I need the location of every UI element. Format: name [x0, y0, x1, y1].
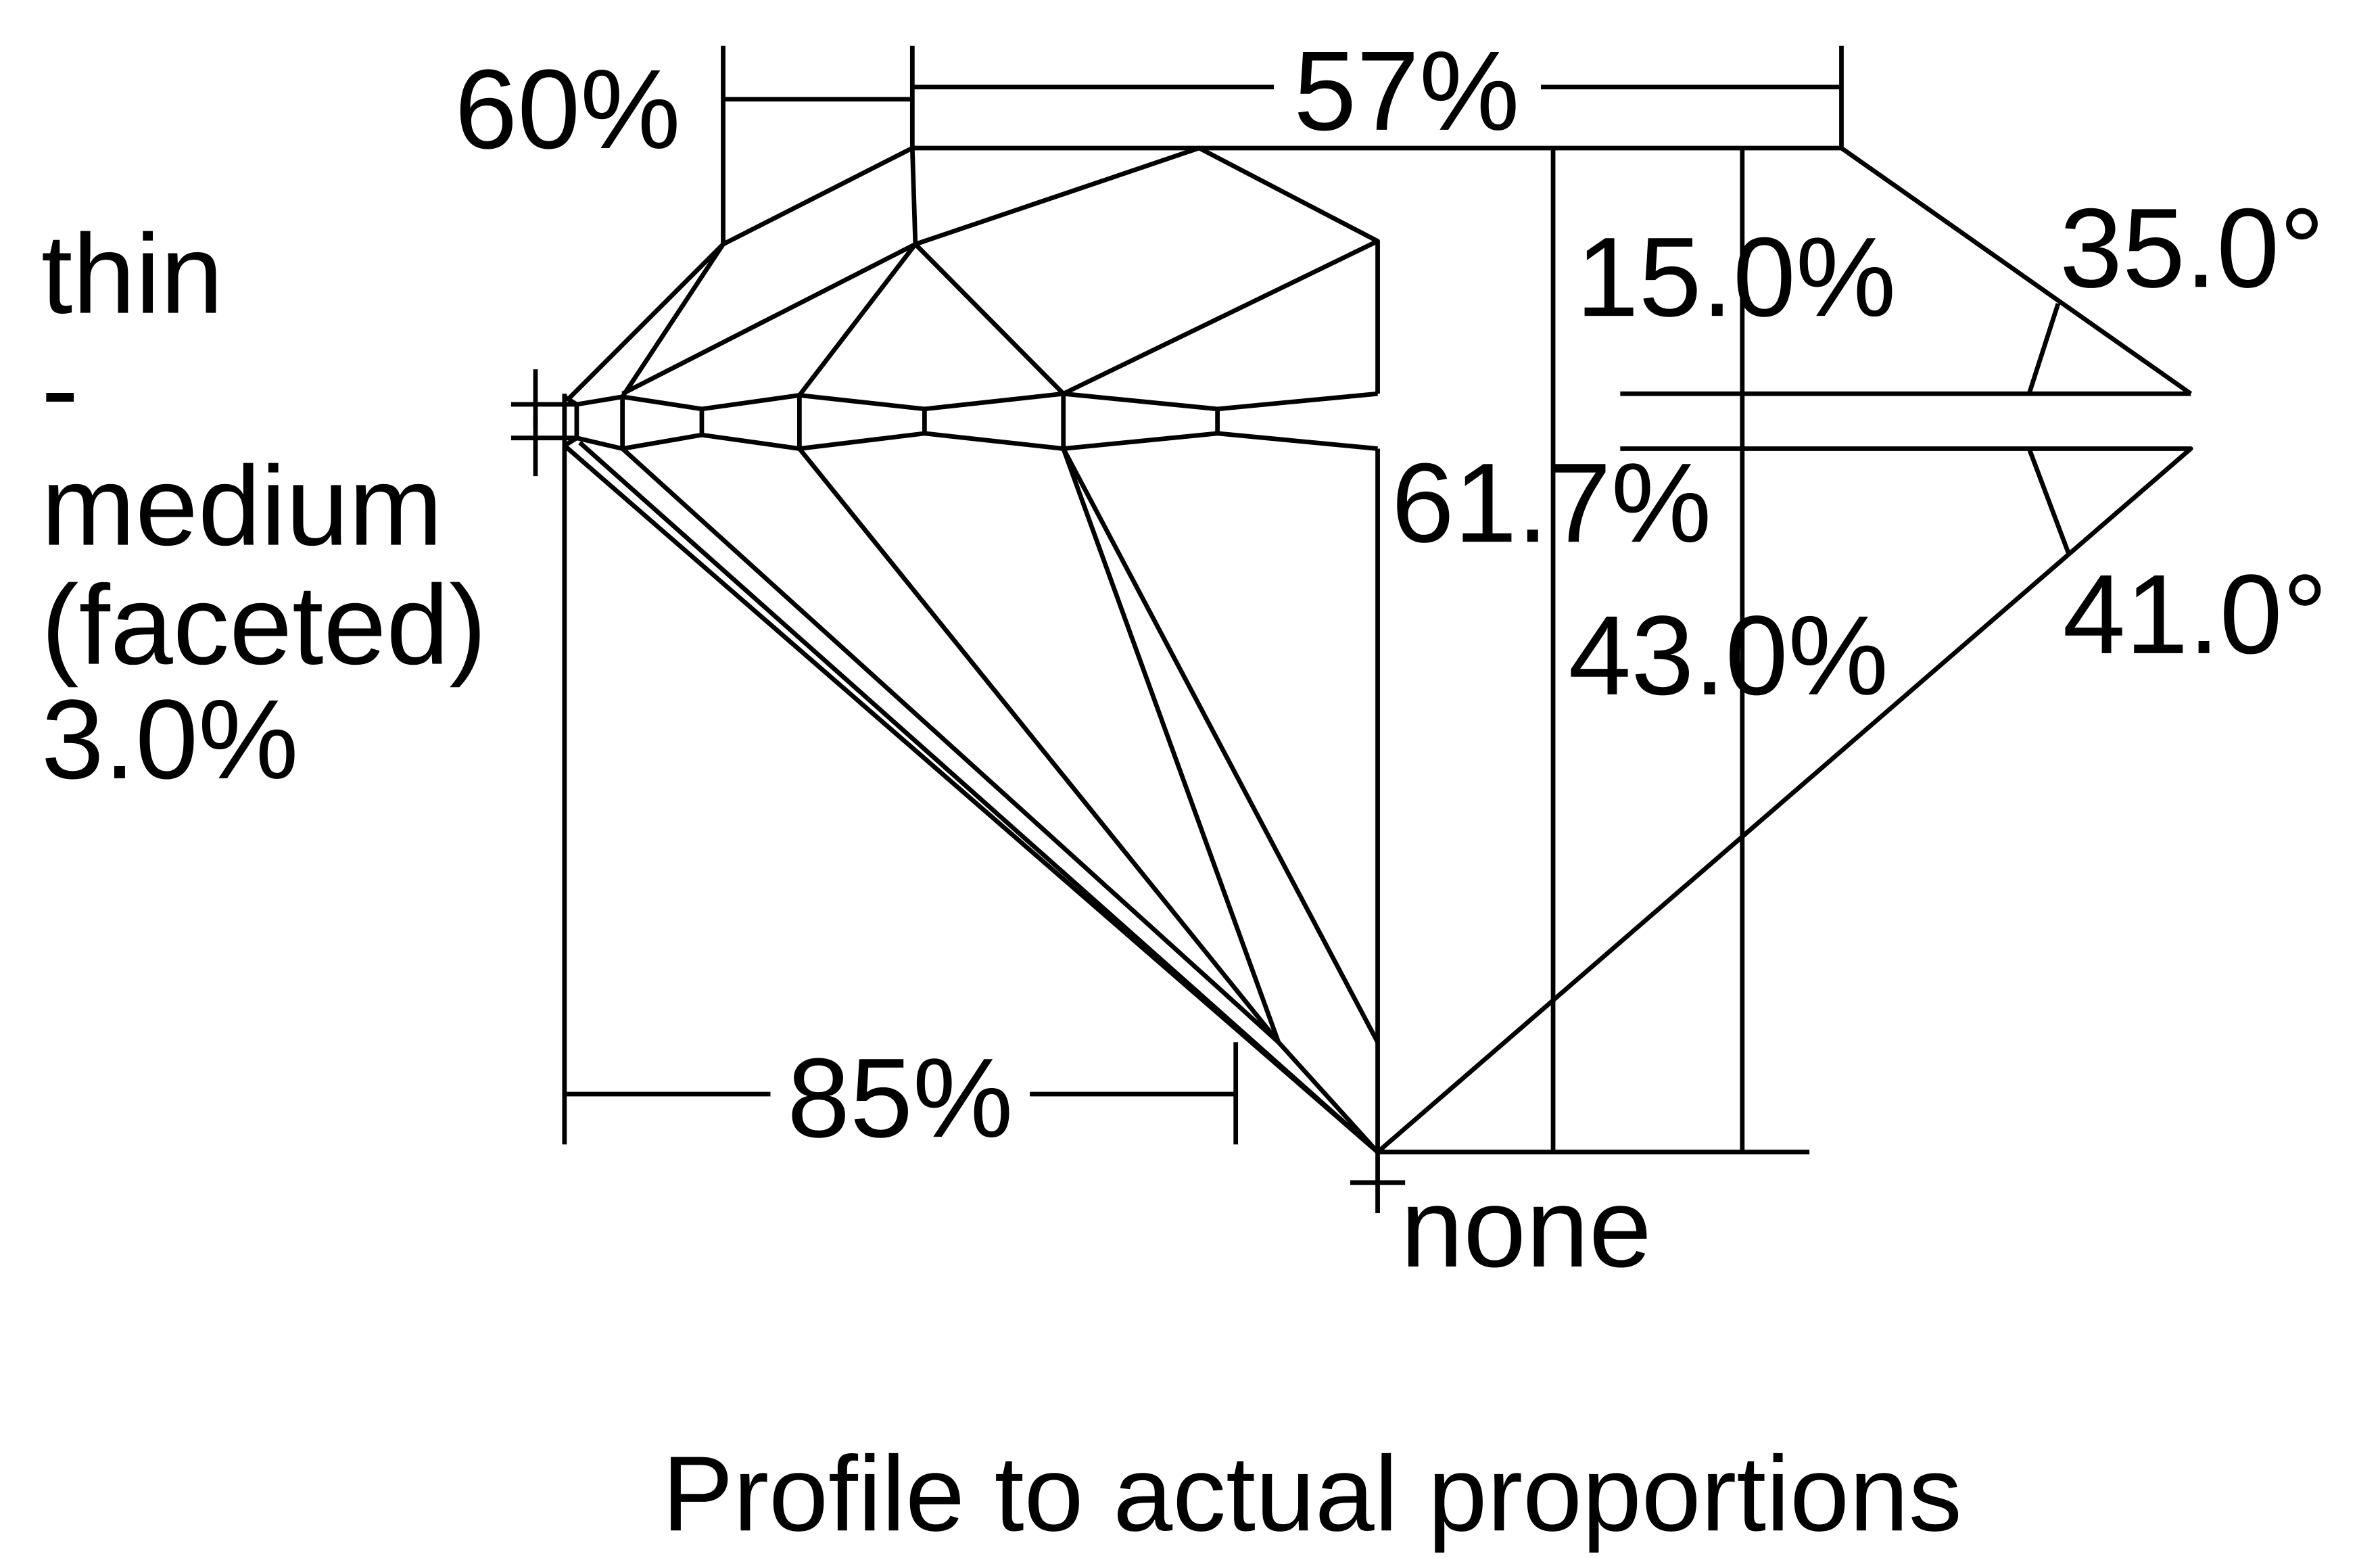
girdle-thickness: 3.0% [41, 677, 299, 803]
girdle-faceted: (faceted) [41, 563, 487, 688]
girdle-label: medium [41, 444, 443, 569]
star-length-label: 60% [454, 47, 680, 172]
crown-height-label: 15.0% [1576, 214, 1896, 340]
crown-angle-label: 35.0° [2060, 185, 2325, 311]
girdle-dash: - [41, 326, 79, 452]
table-label: 57% [1293, 28, 1519, 154]
lower-half-label: 85% [787, 1035, 1013, 1161]
culet-label: none [1400, 1165, 1651, 1291]
girdle-label: thin [41, 212, 223, 337]
caption: Profile to actual proportions [662, 1434, 1962, 1553]
total-depth-label: 61.7% [1391, 440, 1711, 566]
pavilion-angle-label: 41.0° [2063, 552, 2328, 678]
pavilion-depth-label: 43.0% [1569, 593, 1888, 719]
diamond-outline [510, 45, 2193, 1213]
